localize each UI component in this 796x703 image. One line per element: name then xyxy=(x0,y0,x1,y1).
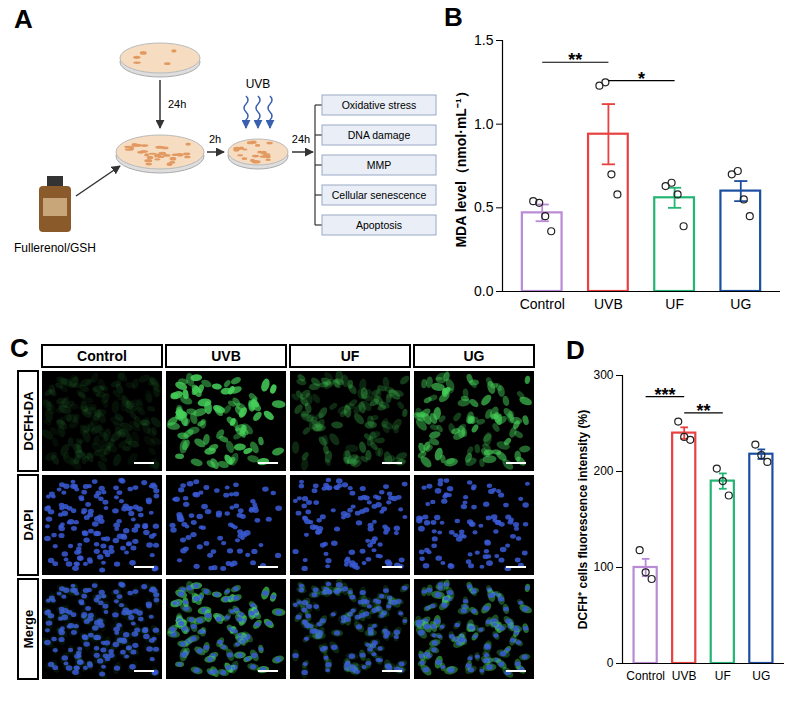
svg-text:UVB: UVB xyxy=(672,669,697,683)
svg-text:DNA damage: DNA damage xyxy=(348,129,411,141)
svg-text:MMP: MMP xyxy=(367,159,392,171)
html-text:A: A xyxy=(14,4,33,34)
svg-text:UG: UG xyxy=(752,669,770,683)
html-text:D: D xyxy=(566,335,585,365)
svg-text:200: 200 xyxy=(593,464,613,478)
svg-text:*: * xyxy=(638,69,645,89)
svg-text:100: 100 xyxy=(593,560,613,574)
svg-text:1.0: 1.0 xyxy=(474,116,494,132)
svg-text:Oxidative stress: Oxidative stress xyxy=(342,99,417,111)
svg-text:Cellular senescence: Cellular senescence xyxy=(332,189,427,201)
svg-text:***: *** xyxy=(654,385,675,405)
svg-text:24h: 24h xyxy=(292,133,310,145)
svg-text:DCFH-DA: DCFH-DA xyxy=(21,391,36,451)
svg-text:0.5: 0.5 xyxy=(474,199,494,215)
svg-text:**: ** xyxy=(696,401,710,421)
svg-text:UG: UG xyxy=(464,348,485,364)
svg-text:UG: UG xyxy=(730,296,751,312)
svg-text:Fullerenol/GSH: Fullerenol/GSH xyxy=(14,241,96,255)
svg-text:Apoptosis: Apoptosis xyxy=(356,219,402,231)
html-text:B: B xyxy=(444,2,463,32)
svg-text:**: ** xyxy=(568,50,582,70)
html-text:C: C xyxy=(10,333,29,363)
svg-text:UVB: UVB xyxy=(211,348,241,364)
svg-text:DCFH⁺ cells fluorescence inten: DCFH⁺ cells fluorescence intensity (%) xyxy=(576,410,590,629)
svg-text:0.0: 0.0 xyxy=(474,283,494,299)
svg-text:UF: UF xyxy=(665,296,684,312)
svg-text:Control: Control xyxy=(626,669,665,683)
svg-text:DAPI: DAPI xyxy=(21,509,36,540)
svg-text:24h: 24h xyxy=(168,98,186,110)
svg-text:Merge: Merge xyxy=(21,610,36,648)
svg-text:300: 300 xyxy=(593,368,613,382)
svg-text:UVB: UVB xyxy=(594,296,623,312)
svg-text:2h: 2h xyxy=(209,133,221,145)
svg-text:Control: Control xyxy=(77,348,127,364)
svg-text:Control: Control xyxy=(520,296,565,312)
svg-text:MDA level（nmol·mL⁻¹）: MDA level（nmol·mL⁻¹） xyxy=(453,84,469,247)
svg-text:0: 0 xyxy=(607,656,614,670)
svg-text:1.5: 1.5 xyxy=(474,32,494,48)
svg-text:UVB: UVB xyxy=(246,77,271,91)
svg-text:UF: UF xyxy=(715,669,731,683)
svg-text:UF: UF xyxy=(341,348,360,364)
